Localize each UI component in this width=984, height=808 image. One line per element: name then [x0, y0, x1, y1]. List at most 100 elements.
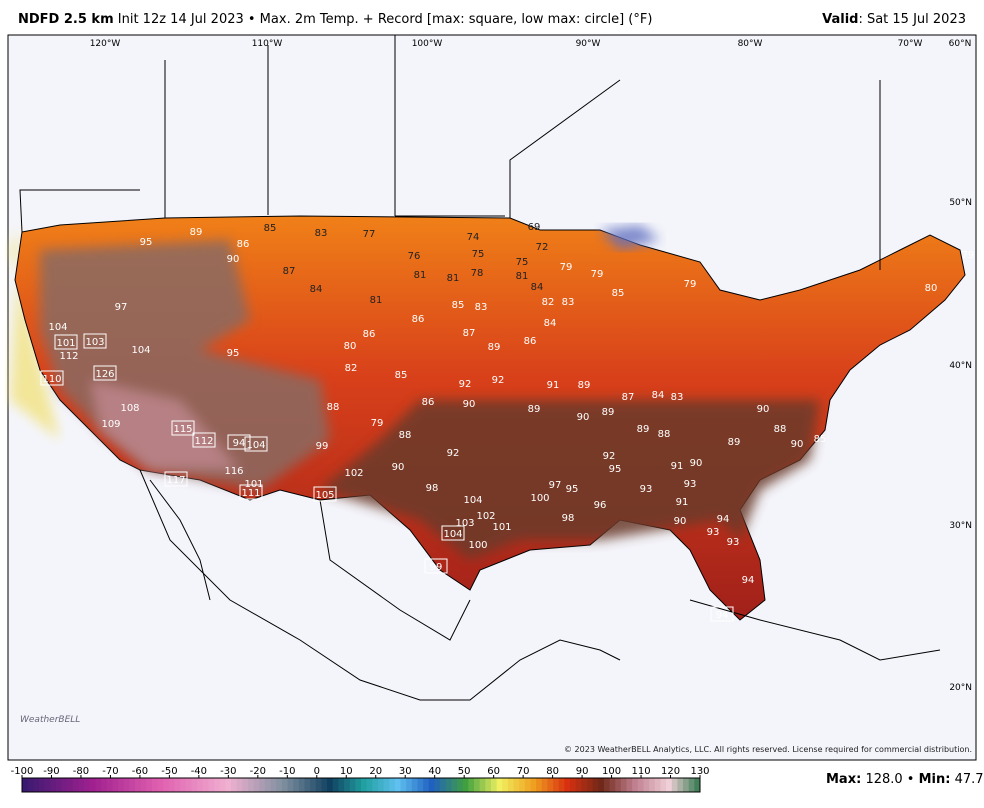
colorbar-cell: [587, 778, 594, 792]
record-value: 112: [194, 436, 213, 447]
record-value: 111: [241, 488, 260, 499]
station-value: 102: [344, 468, 363, 479]
min-value: 47.7: [955, 772, 984, 787]
station-value: 91: [671, 461, 684, 472]
record-square: [40, 370, 64, 386]
colorbar-cell: [78, 778, 85, 792]
colorbar-cell: [242, 778, 249, 792]
colorbar-cell: [683, 778, 690, 792]
colorbar-cell: [394, 778, 402, 792]
station-value: 95: [566, 484, 579, 495]
colorbar-cell: [259, 778, 266, 792]
colorbar-cell: [502, 778, 509, 792]
station-value: 104: [48, 322, 67, 333]
colorbar-cell: [507, 778, 515, 792]
product: NDFD 2.5 km: [18, 12, 114, 27]
station-value: 98: [426, 483, 439, 494]
colorbar-cell: [112, 778, 119, 792]
colorbar-cell: [208, 778, 215, 792]
colorbar-cell: [236, 778, 243, 792]
record-square: [244, 436, 268, 452]
colorbar-cell: [649, 778, 656, 792]
station-value: 89: [528, 404, 541, 415]
station-value: 79: [684, 279, 697, 290]
colorbar-tick-label: -40: [191, 766, 207, 777]
record-value: 110: [42, 374, 61, 385]
colorbar-cell: [423, 778, 430, 792]
max-value: 128.0: [865, 772, 902, 787]
colorbar-cell: [451, 778, 458, 792]
record-square: [710, 606, 734, 622]
borders: [19, 35, 881, 270]
record-value: 99: [430, 562, 443, 573]
station-value: 90: [757, 404, 770, 415]
station-value: 75: [472, 249, 485, 260]
station-value: 86: [412, 314, 425, 325]
colorbar: -100 -90 -80 -70 -60 -50 -40 -30 -20 -10 0 10 20 30 40…: [11, 766, 710, 793]
station-value: 101: [492, 522, 511, 533]
stats: Max: 128.0 • Min: 47.7: [826, 772, 984, 787]
colorbar-cell: [157, 778, 164, 792]
colorbar-cell: [592, 778, 599, 792]
station-value: 92: [492, 375, 505, 386]
colorbar-cell: [253, 778, 260, 792]
station-value: 91: [547, 380, 560, 391]
mexico-caribbean: [139, 469, 941, 701]
colorbar-cell: [135, 778, 142, 792]
min-label: Min:: [919, 772, 951, 787]
valid-date: : Sat 15 Jul 2023: [858, 12, 966, 27]
colorbar-tick-label: 130: [690, 766, 709, 777]
record-value: 101: [56, 338, 75, 349]
station-value: 84: [652, 390, 665, 401]
colorbar-cell: [637, 778, 644, 792]
station-value: 89: [602, 407, 615, 418]
record-value: 94: [233, 438, 246, 449]
station-value: 95: [140, 237, 153, 248]
colorbar-cell: [129, 778, 136, 792]
colorbar-cell: [620, 778, 628, 792]
colorbar-tick-label: 50: [458, 766, 471, 777]
lon-label: 100°W: [412, 39, 443, 49]
colorbar-tick-label: 30: [399, 766, 412, 777]
colorbar-cell: [276, 778, 283, 792]
station-value: 87: [463, 328, 476, 339]
colorbar-cell: [191, 778, 198, 792]
colorbar-cell: [38, 778, 46, 792]
station-value: 89: [190, 227, 203, 238]
station-value: 94: [717, 514, 730, 525]
colorbar-cell: [214, 778, 221, 792]
station-value: 81: [370, 295, 383, 306]
colorbar-cell: [22, 778, 29, 792]
colorbar-cell: [366, 778, 373, 792]
coast-band: [10, 228, 60, 440]
station-value: 112: [59, 351, 78, 362]
stats-separator: •: [907, 772, 915, 787]
lon-label: 120°W: [90, 39, 121, 49]
colorbar-cell: [304, 778, 311, 792]
station-value: 90: [690, 458, 703, 469]
colorbar-cell: [338, 778, 345, 792]
station-value: 85: [264, 223, 277, 234]
graticule-labels: 120°W 110°W 100°W 90°W 80°W 70°W 60°N 50°N 40°N 3…: [90, 39, 972, 693]
station-value: 99: [316, 441, 329, 452]
station-value: 88: [774, 424, 787, 435]
lat-label: 50°N: [949, 198, 972, 208]
station-value: 92: [603, 451, 616, 462]
colorbar-tick-label: -20: [250, 766, 266, 777]
station-value: 82: [542, 297, 555, 308]
valid: Valid: Sat 15 Jul 2023: [822, 12, 966, 27]
colorbar-cell: [615, 778, 622, 792]
colorbar-cell: [485, 778, 492, 792]
colorbar-cell: [417, 778, 424, 792]
colorbar-cell: [298, 778, 305, 792]
station-value: 84: [310, 284, 323, 295]
colorbar-cell: [84, 778, 91, 792]
colorbar-cell: [694, 778, 701, 792]
colorbar-cell: [643, 778, 650, 792]
colorbar-cell: [372, 778, 379, 792]
colorbar-cell: [248, 778, 255, 792]
colorbar-tick-label: 100: [602, 766, 621, 777]
colorbar-cell: [598, 778, 605, 792]
station-value: 72: [536, 242, 549, 253]
